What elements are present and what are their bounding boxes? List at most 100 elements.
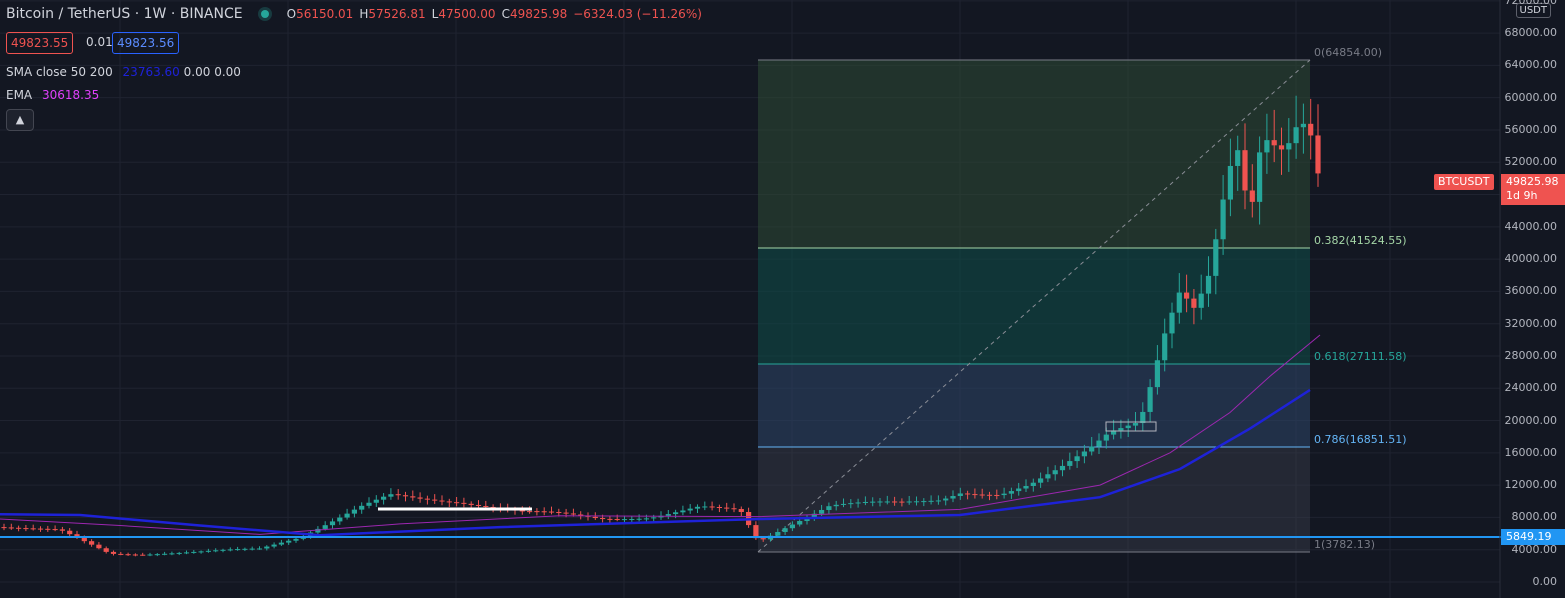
candle-up — [1030, 482, 1036, 487]
price-axis-tick: 4000.00 — [1511, 542, 1558, 556]
ohlc-value: −6324.03 (−11.26%) — [573, 7, 702, 21]
indicator-ema-name: EMA — [6, 88, 33, 102]
candle-down — [446, 501, 452, 503]
candle-down — [395, 494, 401, 496]
candle-up — [819, 509, 825, 514]
candle-up — [775, 531, 781, 536]
candle-down — [74, 534, 80, 538]
indicator-ema-value: 30618.35 — [41, 88, 100, 102]
ohlc-item: C49825.98 — [502, 7, 568, 21]
candle-up — [789, 524, 795, 529]
candle-up — [1052, 470, 1058, 475]
candle-down — [1191, 298, 1197, 308]
sma-line — [0, 388, 1311, 537]
candle-up — [1140, 411, 1146, 424]
ohlc-key: L — [431, 7, 439, 21]
price-axis-tick: 20000.00 — [1504, 413, 1558, 427]
candle-up — [1016, 488, 1022, 492]
candle-up — [877, 501, 883, 503]
candle-up — [1103, 434, 1109, 441]
candle-down — [1242, 150, 1248, 191]
candle-up — [1227, 165, 1233, 200]
candle-up — [1008, 491, 1014, 494]
fib-label-0786: 0.786(16851.51) — [1314, 433, 1407, 446]
candle-down — [52, 529, 58, 531]
fib-label-1: 1(3782.13) — [1314, 538, 1376, 551]
buy-price-button[interactable]: 49823.56 — [112, 32, 180, 54]
candle-up — [928, 500, 934, 502]
candle-down — [125, 554, 131, 556]
candle-down — [607, 518, 613, 520]
candle-down — [563, 512, 569, 514]
ohlc-item: −6324.03 (−11.26%) — [573, 7, 702, 21]
spread-value: 0.01 — [86, 35, 113, 49]
ohlc-key: C — [501, 7, 510, 21]
fib-zone-0-0382 — [758, 60, 1310, 248]
candle-up — [256, 548, 263, 550]
chevron-up-icon[interactable]: ▲ — [6, 109, 34, 131]
candle-up — [957, 493, 963, 497]
candle-up — [680, 510, 686, 513]
price-axis-tick: 52000.00 — [1504, 155, 1558, 169]
fib-retracement[interactable] — [757, 59, 1311, 553]
candle-up — [651, 517, 657, 519]
price-axis-tick: 64000.00 — [1504, 58, 1558, 72]
candle-up — [1096, 440, 1102, 447]
last-price-tag: 49825.98 1d 9h — [1501, 174, 1565, 205]
candle-down — [23, 528, 29, 530]
candle-down — [1278, 145, 1285, 150]
candle-up — [278, 542, 284, 545]
candle-down — [140, 554, 146, 556]
candle-up — [381, 496, 387, 500]
price-axis-tick: 56000.00 — [1504, 122, 1558, 136]
sell-price-button[interactable]: 49823.55 — [6, 32, 74, 54]
candle-down — [475, 504, 482, 506]
symbol-title[interactable]: Bitcoin / TetherUS · 1W · BINANCE — [6, 6, 243, 22]
candle-up — [198, 551, 204, 553]
currency-label[interactable]: USDT — [1515, 3, 1551, 18]
candle-up — [344, 513, 350, 518]
candle-up — [388, 494, 394, 497]
candle-up — [293, 538, 299, 541]
candle-down — [45, 528, 51, 530]
candle-down — [979, 494, 985, 496]
candle-down — [461, 502, 467, 504]
ohlc-item: L47500.00 — [432, 7, 496, 21]
candle-up — [1293, 127, 1299, 144]
candle-down — [468, 503, 474, 505]
candle-up — [1300, 123, 1306, 128]
candle-up — [1111, 430, 1117, 435]
candle-up — [1162, 333, 1168, 361]
candle-down — [1271, 140, 1277, 146]
ohlc-value: 56150.01 — [296, 7, 354, 21]
candle-up — [1205, 275, 1212, 294]
candle-down — [541, 511, 547, 513]
price-axis-tick: 44000.00 — [1504, 219, 1558, 233]
candle-up — [1118, 428, 1124, 431]
price-axis-tick: 12000.00 — [1504, 478, 1558, 492]
drawn-rectangle[interactable] — [1105, 421, 1157, 432]
candle-down — [986, 494, 993, 496]
price-axis-tick: 0.00 — [1532, 575, 1558, 588]
candle-down — [731, 508, 737, 510]
candle-up — [271, 544, 277, 547]
candle-up — [366, 502, 372, 506]
candle-up — [950, 496, 956, 499]
candle-up — [636, 518, 642, 520]
indicator-sma[interactable]: SMA close 50 200 23763.60 0.00 0.00 — [6, 65, 241, 79]
price-axis-tick: 8000.00 — [1511, 510, 1558, 524]
candle-up — [855, 502, 861, 504]
candle-down — [738, 509, 744, 512]
candle-up — [673, 512, 679, 515]
candle-up — [329, 521, 336, 526]
candle-down — [37, 528, 44, 530]
candle-down — [59, 529, 65, 531]
indicator-ema[interactable]: EMA 30618.35 — [6, 88, 99, 102]
candle-up — [1154, 360, 1160, 388]
candle-up — [921, 501, 927, 503]
candle-down — [89, 541, 95, 545]
candle-down — [417, 497, 423, 499]
candle-up — [1213, 239, 1219, 276]
price-axis-tick: 28000.00 — [1504, 348, 1558, 362]
